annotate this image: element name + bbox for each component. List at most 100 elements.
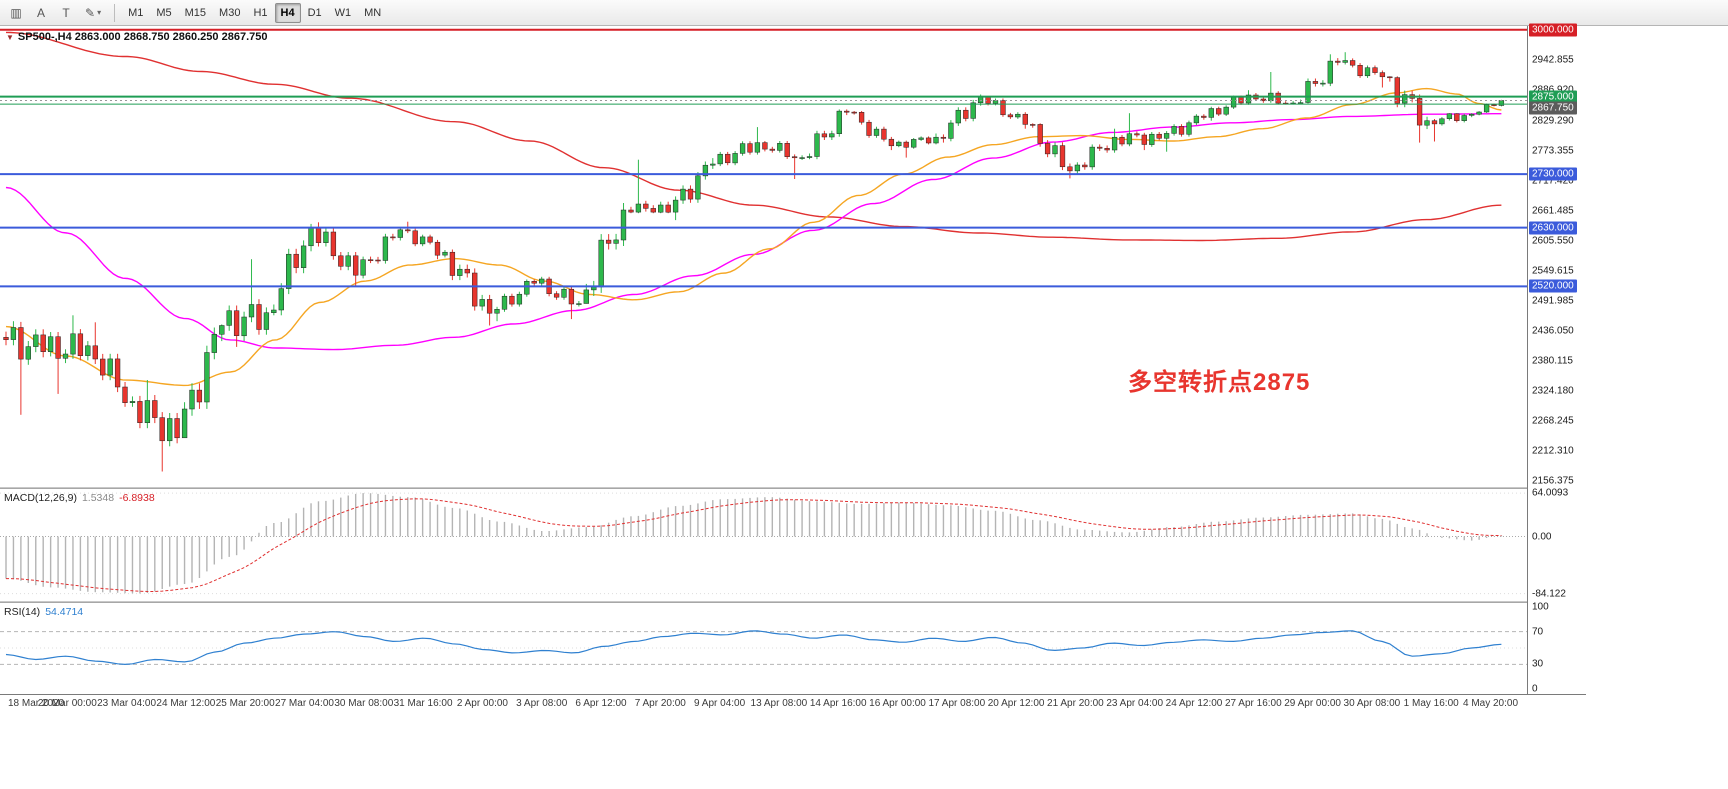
candle — [687, 185, 694, 203]
timeframe-d1-button[interactable]: D1 — [307, 6, 322, 19]
time-label: 14 Apr 16:00 — [809, 698, 867, 709]
cursor-tool-button[interactable]: A — [36, 5, 45, 20]
rsi-axis-label: 100 — [1532, 601, 1549, 613]
timeframe-m1-button[interactable]: M1 — [128, 6, 144, 19]
candle — [449, 249, 456, 281]
text-tool-button[interactable]: T — [62, 5, 70, 20]
time-label: 24 Mar 12:00 — [156, 698, 216, 709]
macd-axis-label: 0.00 — [1532, 531, 1552, 542]
price-scale[interactable]: 2942.8552886.9202829.2902773.3552717.420… — [1528, 23, 1588, 714]
price-level-label-2520[interactable]: 2520.000 — [1529, 279, 1577, 293]
candle — [204, 345, 210, 409]
candle — [1446, 113, 1453, 121]
candle — [92, 322, 98, 364]
timeframe-mn-button[interactable]: MN — [364, 6, 382, 19]
timeframe-m5-button[interactable]: M5 — [156, 6, 172, 19]
candle — [85, 341, 91, 361]
candle — [137, 395, 143, 429]
candle — [1364, 65, 1371, 78]
candle — [739, 141, 746, 156]
timeframe-h1-button[interactable]: H1 — [253, 6, 268, 19]
candle — [1015, 112, 1021, 119]
candle — [472, 268, 478, 311]
price-level-label-3000[interactable]: 3000.000 — [1529, 23, 1577, 37]
timeframe-w1-button[interactable]: W1 — [334, 6, 352, 19]
price-chart-canvas[interactable] — [0, 26, 1527, 487]
candle — [1424, 116, 1430, 130]
candle — [18, 321, 24, 415]
candle — [710, 158, 716, 169]
candle — [866, 119, 872, 138]
time-label: 13 Apr 08:00 — [750, 698, 808, 709]
price-tick: 2661.485 — [1532, 205, 1574, 217]
candle — [442, 250, 448, 258]
candle — [1439, 117, 1445, 126]
panel-splitter[interactable] — [0, 487, 1586, 489]
time-label: 18 Mar 2020 — [8, 698, 65, 709]
macd-axis-label: -84.122 — [1532, 588, 1566, 600]
candle — [1431, 119, 1438, 142]
candle — [851, 111, 857, 115]
candle — [628, 206, 634, 214]
candle — [196, 383, 203, 409]
time-label: 27 Apr 16:00 — [1224, 698, 1282, 709]
time-label: 29 Apr 00:00 — [1284, 698, 1341, 709]
candle — [1097, 144, 1103, 151]
toolbar: ▥ A T ✎ ▾ M1 M5 M15 M30 H1 H4 D1 W1 MN — [0, 0, 1728, 26]
candle — [457, 264, 463, 281]
candle — [40, 329, 46, 358]
candle — [643, 200, 649, 212]
timeframe-h4-button[interactable]: H4 — [274, 2, 301, 23]
candle — [561, 286, 567, 300]
candle — [1223, 105, 1229, 116]
candle — [1201, 114, 1207, 120]
draw-tool-button[interactable]: ✎ ▾ — [85, 5, 102, 20]
candle — [1111, 128, 1118, 153]
time-label: 30 Mar 08:00 — [334, 698, 394, 709]
candle — [1216, 106, 1222, 116]
chart-mode-button[interactable]: ▥ — [10, 5, 22, 20]
candle — [806, 153, 813, 160]
candle — [1372, 65, 1378, 75]
price-tick: 2436.050 — [1532, 325, 1574, 337]
candle — [1067, 163, 1073, 179]
candle — [598, 234, 604, 293]
candle — [591, 280, 597, 296]
macd-axis-label: 64.0093 — [1532, 487, 1569, 499]
time-axis[interactable]: 18 Mar 2020 20 Mar 00:00 23 Mar 04:00 24 Ma… — [0, 694, 1586, 714]
panel-splitter[interactable] — [0, 601, 1586, 603]
macd-label: MACD(12,26,9) 1.5348 -6.8938 — [4, 492, 155, 504]
candle — [821, 130, 828, 140]
candle — [888, 136, 895, 151]
price-level-label-2875[interactable]: 2875.000 — [1529, 90, 1577, 104]
candle — [933, 133, 939, 145]
dropdown-caret-icon: ▾ — [97, 8, 102, 17]
timeframe-m30-button[interactable]: M30 — [219, 6, 241, 19]
candle — [278, 283, 284, 316]
macd-canvas[interactable] — [0, 489, 1527, 601]
candle — [918, 136, 924, 141]
candle — [1089, 144, 1095, 170]
candle — [1052, 142, 1058, 158]
candle — [539, 276, 545, 286]
candle — [1461, 113, 1467, 123]
candle — [1030, 123, 1036, 128]
price-level-label-2730[interactable]: 2730.000 — [1529, 167, 1577, 181]
candle — [903, 140, 909, 158]
price-level-label-2630[interactable]: 2630.000 — [1529, 221, 1577, 235]
symbol-dropdown-icon[interactable]: ▼ — [6, 32, 14, 42]
candle — [1119, 135, 1125, 147]
candle — [1342, 52, 1348, 65]
price-tick: 2491.985 — [1532, 295, 1574, 307]
price-tick: 2773.355 — [1532, 145, 1574, 157]
time-label: 6 Apr 12:00 — [575, 698, 627, 709]
candle — [1320, 80, 1326, 87]
time-label: 17 Apr 08:00 — [928, 698, 986, 709]
rsi-canvas[interactable] — [0, 603, 1527, 693]
timeframe-m15-button[interactable]: M15 — [184, 6, 207, 19]
candle — [144, 380, 151, 429]
candle — [1335, 58, 1341, 66]
candle — [1022, 112, 1028, 129]
candle — [338, 252, 344, 271]
